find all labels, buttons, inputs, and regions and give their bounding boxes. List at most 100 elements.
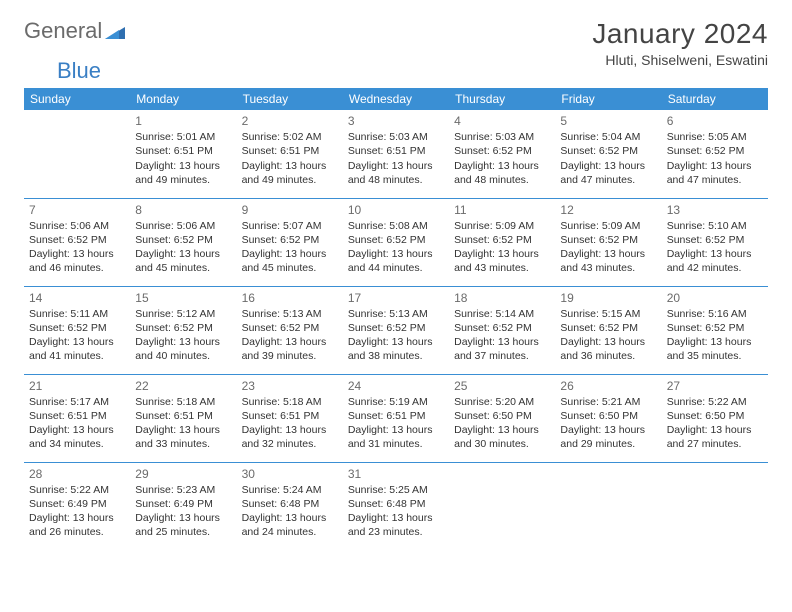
sunset-line: Sunset: 6:52 PM (135, 321, 231, 335)
sunset-line: Sunset: 6:50 PM (454, 409, 550, 423)
daylight-line: Daylight: 13 hours and 44 minutes. (348, 247, 444, 275)
calendar-day-cell: 28Sunrise: 5:22 AMSunset: 6:49 PMDayligh… (24, 462, 130, 550)
sunrise-line: Sunrise: 5:05 AM (667, 130, 763, 144)
day-number: 9 (242, 202, 338, 218)
sunset-line: Sunset: 6:52 PM (667, 233, 763, 247)
daylight-line: Daylight: 13 hours and 46 minutes. (29, 247, 125, 275)
calendar-day-cell: 25Sunrise: 5:20 AMSunset: 6:50 PMDayligh… (449, 374, 555, 462)
calendar-day-cell: 4Sunrise: 5:03 AMSunset: 6:52 PMDaylight… (449, 110, 555, 198)
logo-triangle-icon (105, 21, 127, 47)
sunset-line: Sunset: 6:51 PM (29, 409, 125, 423)
daylight-line: Daylight: 13 hours and 33 minutes. (135, 423, 231, 451)
sunrise-line: Sunrise: 5:11 AM (29, 307, 125, 321)
logo-text-blue: Blue (57, 58, 792, 84)
sunrise-line: Sunrise: 5:13 AM (348, 307, 444, 321)
daylight-line: Daylight: 13 hours and 36 minutes. (560, 335, 656, 363)
sunrise-line: Sunrise: 5:22 AM (667, 395, 763, 409)
weekday-header: Friday (555, 88, 661, 110)
daylight-line: Daylight: 13 hours and 32 minutes. (242, 423, 338, 451)
calendar-day-cell: 23Sunrise: 5:18 AMSunset: 6:51 PMDayligh… (237, 374, 343, 462)
calendar-day-cell: 5Sunrise: 5:04 AMSunset: 6:52 PMDaylight… (555, 110, 661, 198)
day-number: 19 (560, 290, 656, 306)
calendar-week-row: 28Sunrise: 5:22 AM Sunset: 6:49 PM Dayligh… (24, 462, 768, 550)
calendar-day-cell: 15Sunrise: 5:12 AMSunset: 6:52 PMDayligh… (130, 286, 236, 374)
calendar-week-row: 7Sunrise: 5:06 AMSunset: 6:52 PMDaylight… (24, 198, 768, 286)
daylight-line: Daylight: 13 hours and 43 minutes. (560, 247, 656, 275)
sunrise-line: Sunrise: 5:13 AM (242, 307, 338, 321)
sunrise-line: Sunrise: 5:20 AM (454, 395, 550, 409)
sunset-line: Sunset: 6:52 PM (454, 144, 550, 158)
sunrise-line: Sunrise: 5:07 AM (242, 219, 338, 233)
sunset-line: Sunset: 6:48 PM (242, 497, 338, 511)
sunrise-line: Sunrise: 5:06 AM (135, 219, 231, 233)
sunset-line: Sunset: 6:52 PM (454, 321, 550, 335)
sunrise-line: Sunrise: 5:06 AM (29, 219, 125, 233)
calendar-day-cell: 2Sunrise: 5:02 AMSunset: 6:51 PMDaylight… (237, 110, 343, 198)
sunset-line: Sunset: 6:52 PM (135, 233, 231, 247)
sunset-line: Sunset: 6:52 PM (560, 233, 656, 247)
sunset-line: Sunset: 6:52 PM (667, 321, 763, 335)
daylight-line: Daylight: 13 hours and 37 minutes. (454, 335, 550, 363)
sunset-line: Sunset: 6:50 PM (667, 409, 763, 423)
daylight-line: Daylight: 13 hours and 35 minutes. (667, 335, 763, 363)
day-number: 2 (242, 113, 338, 129)
sunset-line: Sunset: 6:52 PM (454, 233, 550, 247)
weekday-header: Monday (130, 88, 236, 110)
calendar-day-cell: 7Sunrise: 5:06 AMSunset: 6:52 PMDaylight… (24, 198, 130, 286)
daylight-line: Daylight: 13 hours and 23 minutes. (348, 511, 444, 539)
day-number: 7 (29, 202, 125, 218)
calendar-day-cell: 3Sunrise: 5:03 AMSunset: 6:51 PMDaylight… (343, 110, 449, 198)
calendar-day-cell: 22Sunrise: 5:18 AMSunset: 6:51 PMDayligh… (130, 374, 236, 462)
day-number: 20 (667, 290, 763, 306)
calendar-day-cell: 19Sunrise: 5:15 AMSunset: 6:52 PMDayligh… (555, 286, 661, 374)
calendar-day-cell: 16Sunrise: 5:13 AMSunset: 6:52 PMDayligh… (237, 286, 343, 374)
day-number: 12 (560, 202, 656, 218)
calendar-day-cell (449, 462, 555, 550)
sunrise-line: Sunrise: 5:22 AM (29, 483, 125, 497)
calendar-day-cell: 17Sunrise: 5:13 AMSunset: 6:52 PMDayligh… (343, 286, 449, 374)
sunset-line: Sunset: 6:52 PM (29, 233, 125, 247)
logo: General (24, 18, 127, 47)
daylight-line: Daylight: 13 hours and 47 minutes. (667, 159, 763, 187)
sunset-line: Sunset: 6:52 PM (667, 144, 763, 158)
sunset-line: Sunset: 6:52 PM (560, 321, 656, 335)
calendar-week-row: 1Sunrise: 5:01 AMSunset: 6:51 PMDaylight… (24, 110, 768, 198)
calendar-day-cell: 12Sunrise: 5:09 AMSunset: 6:52 PMDayligh… (555, 198, 661, 286)
daylight-line: Daylight: 13 hours and 31 minutes. (348, 423, 444, 451)
sunset-line: Sunset: 6:49 PM (135, 497, 231, 511)
calendar-day-cell: 21Sunrise: 5:17 AMSunset: 6:51 PMDayligh… (24, 374, 130, 462)
sunset-line: Sunset: 6:51 PM (242, 409, 338, 423)
day-number: 1 (135, 113, 231, 129)
calendar-week-row: 14Sunrise: 5:11 AMSunset: 6:52 PMDayligh… (24, 286, 768, 374)
calendar-table: Sunday Monday Tuesday Wednesday Thursday… (24, 88, 768, 550)
weekday-header: Tuesday (237, 88, 343, 110)
day-number: 6 (667, 113, 763, 129)
day-number: 14 (29, 290, 125, 306)
day-number: 29 (135, 466, 231, 482)
sunrise-line: Sunrise: 5:01 AM (135, 130, 231, 144)
calendar-day-cell: 24Sunrise: 5:19 AMSunset: 6:51 PMDayligh… (343, 374, 449, 462)
calendar-day-cell: 18Sunrise: 5:14 AMSunset: 6:52 PMDayligh… (449, 286, 555, 374)
day-number: 11 (454, 202, 550, 218)
daylight-line: Daylight: 13 hours and 47 minutes. (560, 159, 656, 187)
sunrise-line: Sunrise: 5:03 AM (348, 130, 444, 144)
calendar-day-cell: 8Sunrise: 5:06 AMSunset: 6:52 PMDaylight… (130, 198, 236, 286)
sunrise-line: Sunrise: 5:21 AM (560, 395, 656, 409)
sunrise-line: Sunrise: 5:15 AM (560, 307, 656, 321)
weekday-header: Thursday (449, 88, 555, 110)
sunrise-line: Sunrise: 5:09 AM (560, 219, 656, 233)
day-number: 16 (242, 290, 338, 306)
calendar-day-cell: 20Sunrise: 5:16 AMSunset: 6:52 PMDayligh… (662, 286, 768, 374)
daylight-line: Daylight: 13 hours and 48 minutes. (348, 159, 444, 187)
day-number: 28 (29, 466, 125, 482)
daylight-line: Daylight: 13 hours and 40 minutes. (135, 335, 231, 363)
sunset-line: Sunset: 6:50 PM (560, 409, 656, 423)
calendar-day-cell: 1Sunrise: 5:01 AMSunset: 6:51 PMDaylight… (130, 110, 236, 198)
sunset-line: Sunset: 6:52 PM (348, 233, 444, 247)
day-number: 21 (29, 378, 125, 394)
day-number: 13 (667, 202, 763, 218)
sunrise-line: Sunrise: 5:04 AM (560, 130, 656, 144)
daylight-line: Daylight: 13 hours and 27 minutes. (667, 423, 763, 451)
day-number: 23 (242, 378, 338, 394)
day-number: 8 (135, 202, 231, 218)
